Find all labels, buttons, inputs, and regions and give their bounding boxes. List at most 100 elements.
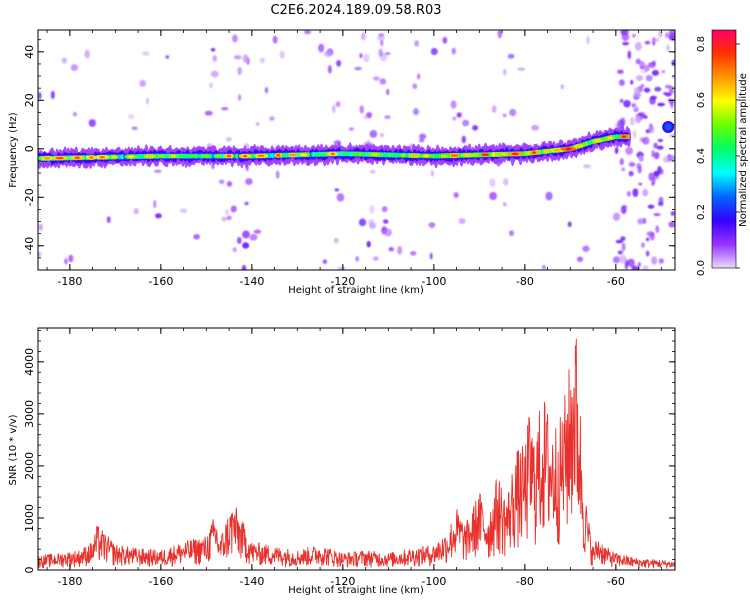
heatmap-cell xyxy=(664,92,672,97)
heatmap-cell xyxy=(242,54,249,63)
heatmap-cell xyxy=(359,105,364,114)
heatmap-cell xyxy=(371,153,379,156)
heatmap-cell xyxy=(237,66,243,76)
heatmap-cell xyxy=(634,41,642,51)
heatmap-cell xyxy=(142,50,150,56)
heatmap-cell xyxy=(410,251,417,256)
heatmap-cell xyxy=(651,37,660,43)
heatmap-cell xyxy=(657,102,666,107)
heatmap-cell xyxy=(517,67,526,71)
heatmap-cell xyxy=(429,252,433,260)
colorbar-gradient xyxy=(711,29,737,269)
heatmap-cell xyxy=(412,108,419,116)
heatmap-cell xyxy=(642,265,649,270)
heatmap-cell xyxy=(242,230,250,239)
heatmap-cell xyxy=(583,164,591,169)
heatmap-cell xyxy=(212,55,217,62)
heatmap-cell xyxy=(232,247,237,253)
heatmap-cell xyxy=(335,101,341,108)
colorbar-tick-label: 0.6 xyxy=(696,92,707,108)
heatmap-cell xyxy=(423,154,429,158)
heatmap-cell xyxy=(640,84,645,88)
heatmap-cell xyxy=(639,63,647,67)
snr-x-tick-label: -60 xyxy=(607,575,625,588)
heatmap-cell xyxy=(458,218,466,224)
heatmap-cell xyxy=(651,181,655,187)
heatmap-cell xyxy=(645,237,650,242)
heatmap-cell xyxy=(430,170,434,177)
heatmap-cell xyxy=(383,228,392,237)
heatmap-cell xyxy=(241,264,247,270)
heatmap-cell xyxy=(255,122,260,126)
snr-background xyxy=(38,328,675,570)
heatmap-cell xyxy=(651,69,659,76)
heatmap-cell xyxy=(660,168,664,175)
heatmap-cell xyxy=(655,225,660,233)
heatmap-cell xyxy=(259,57,266,64)
snr-y-axis-label: SNR (10 * v/v) xyxy=(8,414,19,485)
heatmap-cell xyxy=(336,192,345,202)
snr-x-ticks: -180 -160 -140 -120 -100 -80 -60 xyxy=(46,328,662,588)
heatmap-cell xyxy=(232,34,238,43)
heatmap-cell xyxy=(671,59,675,67)
heatmap-cell xyxy=(331,104,336,114)
heatmap-cell xyxy=(372,256,379,261)
heatmap-cell xyxy=(382,219,389,224)
heatmap-cell xyxy=(358,218,367,227)
heatmap-cell xyxy=(669,85,674,93)
heatmap-cell xyxy=(88,119,97,127)
heatmap-cell xyxy=(145,97,150,105)
heatmap-cell xyxy=(623,99,631,108)
heatmap-cell xyxy=(582,245,590,252)
heatmap-cell xyxy=(647,61,656,68)
heatmap-cell xyxy=(272,35,278,44)
heatmap-cell xyxy=(509,230,515,237)
snr-x-tick-label: -100 xyxy=(421,575,446,588)
heatmap-cell xyxy=(355,256,360,262)
heatmap-cell xyxy=(230,205,237,213)
heatmap-cell xyxy=(61,57,68,64)
heatmap-cell xyxy=(237,94,242,101)
heatmap-cell xyxy=(193,233,200,240)
heatmap-cell xyxy=(619,158,624,166)
heatmap-cell xyxy=(628,170,634,177)
heatmap-cell xyxy=(210,47,216,52)
heatmap-cell xyxy=(461,135,467,144)
heatmap-y-tick-label: 40 xyxy=(23,45,36,59)
heatmap-cell xyxy=(649,232,655,241)
heatmap-cell xyxy=(225,208,229,216)
heatmap-cell xyxy=(363,115,368,119)
snr-y-tick-label: 0 xyxy=(23,567,36,574)
heatmap-cell xyxy=(593,139,602,142)
heatmap-cell xyxy=(106,216,111,224)
heatmap-cell xyxy=(441,154,448,158)
heatmap-cell xyxy=(357,152,362,156)
heatmap-cell xyxy=(157,154,166,158)
heatmap-cell xyxy=(337,266,346,270)
heatmap-cell xyxy=(322,259,328,264)
heatmap-cell xyxy=(245,178,253,185)
heatmap-cell xyxy=(275,170,280,179)
snr-panel: -180 -160 -140 -120 -100 -80 -60 0 1000 2000 3000… xyxy=(8,327,676,596)
heatmap-cell xyxy=(327,64,332,74)
heatmap-cell xyxy=(377,35,385,41)
heatmap-cell xyxy=(348,127,354,131)
heatmap-cell xyxy=(55,156,64,160)
heatmap-cell xyxy=(658,30,663,38)
heatmap-cell xyxy=(627,258,635,268)
heatmap-cell xyxy=(214,154,223,158)
heatmap-cell xyxy=(221,107,229,111)
heatmap-cell xyxy=(147,154,152,158)
heatmap-y-ticks: -40 -20 0 20 40 xyxy=(23,39,675,271)
heatmap-cell xyxy=(670,101,674,109)
heatmap-x-tick-label: -60 xyxy=(607,275,625,288)
heatmap-panel: -180 -160 -140 -120 -100 -80 -60 -40 -20 0 20 40 H… xyxy=(8,29,676,296)
heatmap-cell xyxy=(221,216,227,222)
heatmap-cell xyxy=(630,79,634,85)
heatmap-cell xyxy=(637,165,642,174)
heatmap-cell xyxy=(665,32,669,39)
heatmap-cell xyxy=(300,153,308,156)
heatmap-cell xyxy=(576,256,584,263)
snr-x-tick-label: -140 xyxy=(239,575,264,588)
heatmap-cell xyxy=(204,110,213,116)
